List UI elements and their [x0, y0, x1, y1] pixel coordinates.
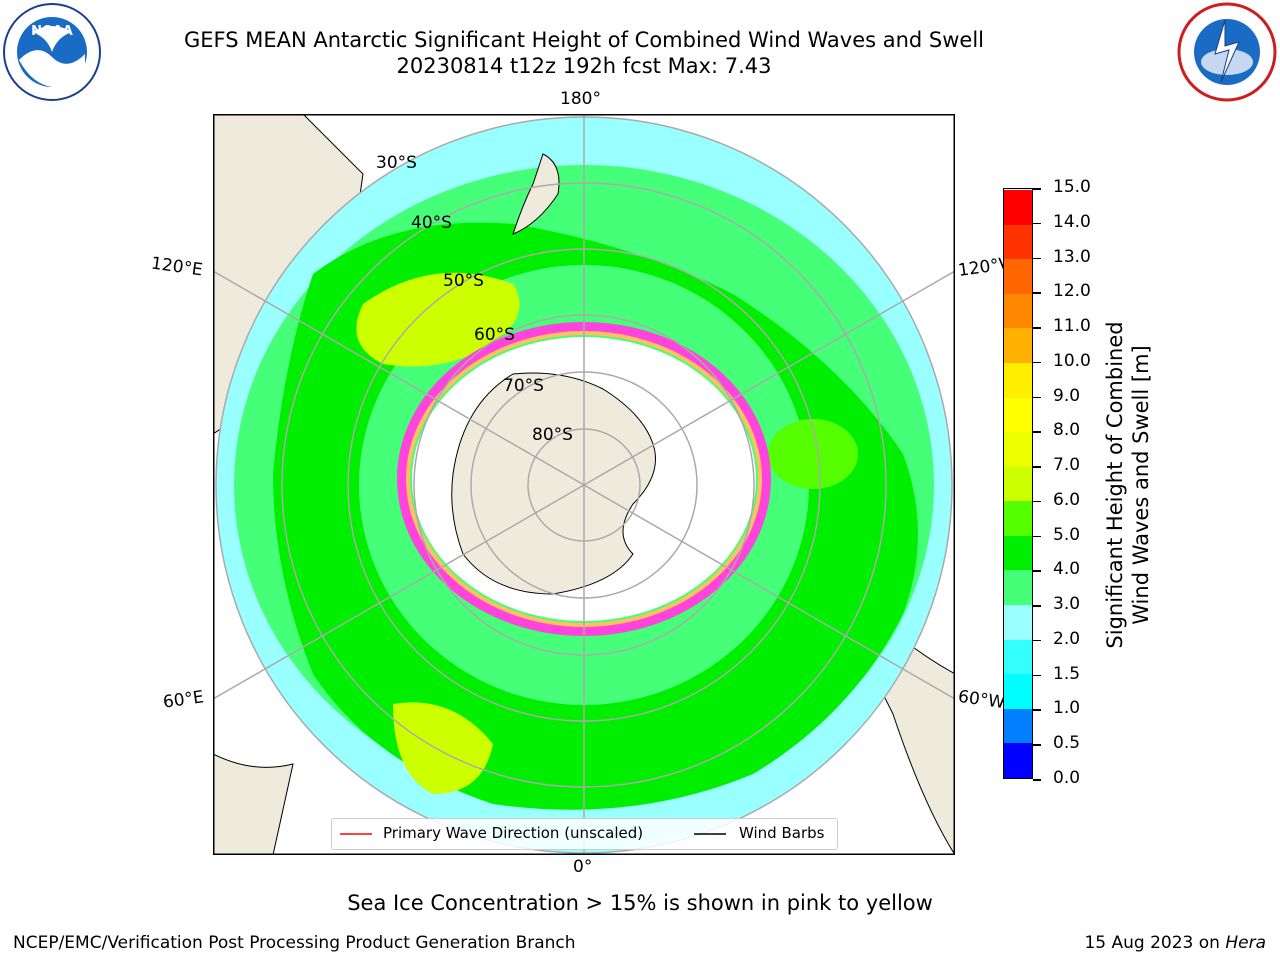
colorbar-tick-label: 0.0: [1053, 768, 1081, 788]
colorbar-tick-label: 14.0: [1053, 211, 1091, 232]
lat-label-40s: 40°S: [411, 213, 452, 233]
colorbar-tick-label: 1.0: [1053, 698, 1081, 719]
colorbar-segment: [1004, 224, 1032, 260]
colorbar-tick: [1033, 431, 1041, 433]
colorbar-segment: [1004, 604, 1032, 640]
colorbar-tick: [1033, 779, 1041, 781]
lon-label-180: 180°: [560, 89, 601, 109]
colorbar-tick-label: 11.0: [1053, 316, 1091, 337]
colorbar-title-line1: Significant Height of Combined: [1103, 321, 1127, 649]
date-stamp: 15 Aug 2023 on Hera: [1084, 933, 1266, 953]
colorbar-segment: [1004, 189, 1032, 225]
colorbar-tick: [1033, 605, 1041, 607]
lat-label-60s: 60°S: [474, 325, 515, 345]
nws-logo-icon: [1177, 2, 1277, 102]
colorbar-segment: [1004, 673, 1032, 709]
colorbar-tick: [1033, 709, 1041, 711]
colorbar-tick-label: 13.0: [1053, 246, 1091, 267]
wind-barb-legend-line: [694, 833, 726, 835]
colorbar-segment: [1004, 466, 1032, 502]
date-stamp-text: 15 Aug 2023 on: [1084, 933, 1226, 953]
colorbar-tick: [1033, 327, 1041, 329]
colorbar-title: Significant Height of Combined Wind Wave…: [1102, 321, 1154, 648]
graticule: [213, 114, 955, 855]
colorbar-segment: [1004, 639, 1032, 675]
machine-name: Hera: [1225, 933, 1266, 953]
colorbar-tick-label: 15.0: [1053, 177, 1091, 197]
colorbar-tick: [1033, 466, 1041, 468]
colorbar-tick: [1033, 188, 1041, 190]
lon-label-0: 0°: [573, 857, 593, 877]
wave-height-fill-6m-indian: [393, 702, 493, 794]
colorbar-tick-label: 3.0: [1053, 594, 1081, 615]
lat-label-80s: 80°S: [532, 425, 573, 445]
colorbar-segment: [1004, 500, 1032, 536]
colorbar-tick-label: 6.0: [1053, 489, 1081, 510]
lon-label-60e: 60°E: [161, 687, 206, 713]
colorbar-title-line2: Wind Waves and Swell [m]: [1129, 345, 1153, 625]
colorbar-tick: [1033, 570, 1041, 572]
colorbar-segment: [1004, 535, 1032, 571]
colorbar-tick-label: 12.0: [1053, 281, 1091, 302]
colorbar-tick-label: 2.0: [1053, 628, 1081, 649]
lat-label-30s: 30°S: [376, 153, 417, 173]
colorbar-tick: [1033, 535, 1041, 538]
colorbar-segment: [1004, 293, 1032, 329]
colorbar-segment: [1004, 327, 1032, 363]
colorbar-tick: [1033, 396, 1041, 399]
colorbar-segment: [1004, 258, 1032, 294]
chart-subtitle: 20230814 t12z 192h fcst Max: 7.43: [396, 54, 772, 78]
colorbar-segment: [1004, 431, 1032, 467]
colorbar-tick: [1033, 257, 1041, 260]
lon-label-120e: 120°E: [149, 253, 204, 281]
colorbar-tick: [1033, 361, 1041, 364]
wind-barb-legend-label: Wind Barbs: [739, 824, 825, 842]
colorbar-tick-label: 5.0: [1053, 524, 1081, 545]
new-zealand-land: [512, 153, 560, 235]
lat-label-50s: 50°S: [443, 271, 484, 291]
colorbar-tick-label: 10.0: [1053, 350, 1091, 371]
svg-text:NOAA: NOAA: [31, 24, 73, 39]
colorbar-tick: [1033, 222, 1041, 225]
wave-direction-legend-line: [340, 833, 372, 835]
credit-text: NCEP/EMC/Verification Post Processing Pr…: [13, 933, 576, 953]
colorbar-segment: [1004, 708, 1032, 744]
map-svg: [213, 114, 955, 855]
map-legend: Primary Wave Direction (unscaled) Wind B…: [331, 818, 838, 850]
wave-height-fill-5m-atlantic: [768, 419, 858, 489]
colorbar-segment: [1004, 569, 1032, 606]
sea-ice-note: Sea Ice Concentration > 15% is shown in …: [347, 891, 933, 915]
lon-label-60w: 60°W: [956, 686, 1007, 714]
lat-label-70s: 70°S: [503, 376, 544, 396]
colorbar-tick-label: 7.0: [1053, 455, 1081, 476]
colorbar-tick: [1033, 674, 1041, 677]
colorbar-tick: [1033, 292, 1041, 294]
colorbar-tick-label: 9.0: [1053, 385, 1081, 406]
colorbar-tick-label: 1.5: [1053, 663, 1081, 684]
wave-height-fill-6m-pacific: [356, 272, 520, 367]
colorbar-tick: [1033, 744, 1041, 746]
colorbar-tick-label: 4.0: [1053, 559, 1081, 580]
colorbar-tick-label: 8.0: [1053, 420, 1081, 441]
chart-title: GEFS MEAN Antarctic Significant Height o…: [183, 28, 985, 52]
colorbar-segment: [1004, 397, 1032, 433]
colorbar-tick: [1033, 639, 1041, 642]
wave-direction-legend-label: Primary Wave Direction (unscaled): [383, 824, 644, 842]
antarctica-land: [451, 372, 656, 595]
noaa-logo-icon: NOAA: [3, 3, 101, 101]
colorbar: [1003, 188, 1033, 779]
colorbar-tick: [1033, 500, 1041, 503]
africa-land: [213, 753, 294, 855]
colorbar-segment: [1004, 362, 1032, 398]
colorbar-tick-label: 0.5: [1053, 733, 1081, 754]
antarctic-polar-map: [213, 114, 955, 855]
colorbar-segment: [1004, 742, 1032, 778]
